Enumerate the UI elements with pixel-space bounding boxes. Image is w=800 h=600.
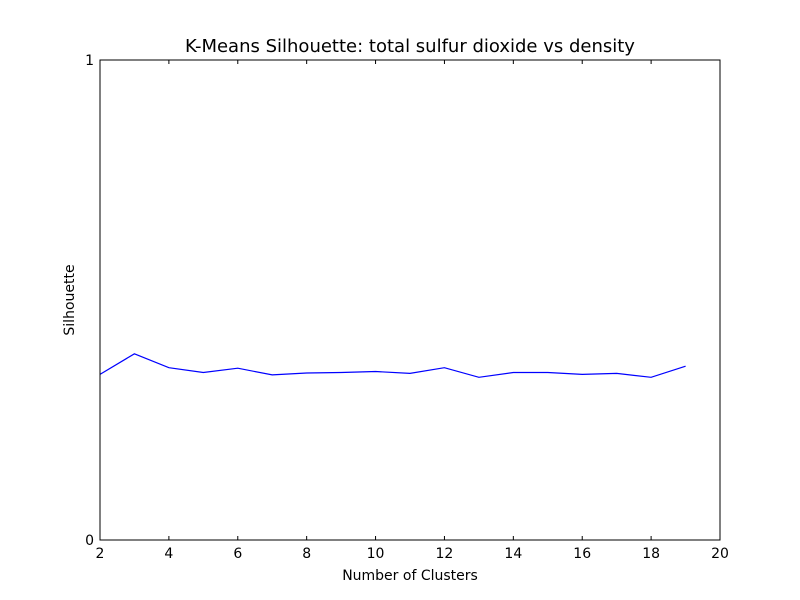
y-tick-label: 0 <box>85 533 94 549</box>
x-tick-label: 12 <box>436 546 454 562</box>
y-tick-label: 1 <box>85 53 94 69</box>
chart-title: K-Means Silhouette: total sulfur dioxide… <box>185 36 635 57</box>
x-tick-label: 20 <box>711 546 729 562</box>
x-tick-label: 16 <box>573 546 591 562</box>
x-tick-label: 6 <box>233 546 242 562</box>
x-tick-label: 18 <box>642 546 660 562</box>
x-tick-label: 8 <box>302 546 311 562</box>
series-layer <box>99 353 686 378</box>
y-axis-label: Silhouette <box>62 264 78 335</box>
x-tick-label: 2 <box>96 546 105 562</box>
x-axis-label: Number of Clusters <box>342 568 478 584</box>
series-line <box>99 353 686 378</box>
x-tick-label: 10 <box>367 546 385 562</box>
tick-layer: 2 4 6 8 10 12 14 16 18 20 0 1 <box>85 53 729 562</box>
x-tick-label: 14 <box>504 546 522 562</box>
plot-frame <box>99 59 721 541</box>
x-tick-label: 4 <box>164 546 173 562</box>
